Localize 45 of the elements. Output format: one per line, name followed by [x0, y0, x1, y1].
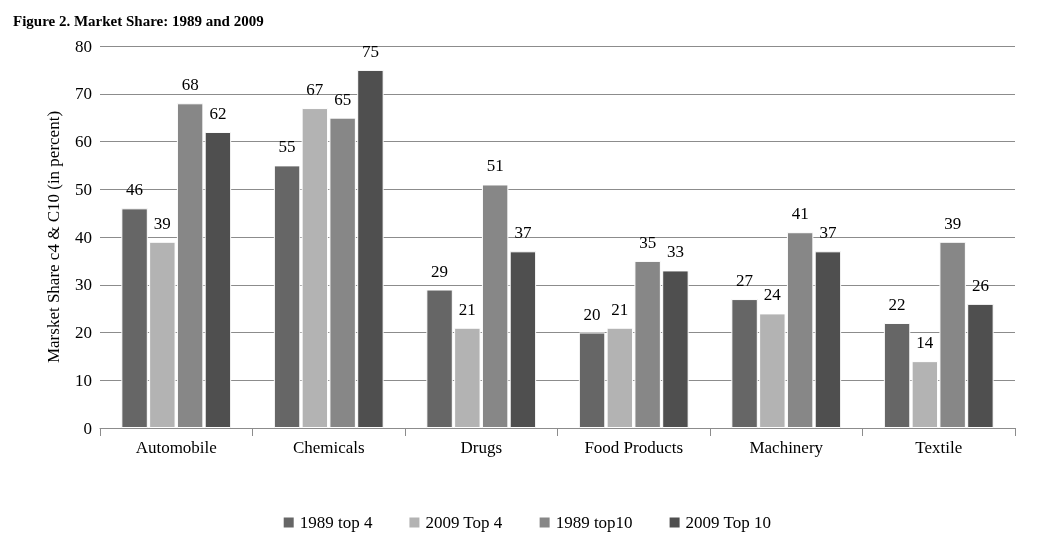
x-tick-label: Food Products: [584, 437, 684, 457]
data-label: 29: [431, 261, 449, 281]
data-label: 20: [583, 304, 601, 324]
data-label: 75: [361, 41, 379, 61]
x-tick-label: Chemicals: [292, 437, 365, 457]
data-label: 41: [791, 204, 809, 224]
x-tick-label: Textile: [915, 437, 963, 457]
x-tick-label: Drugs: [460, 437, 503, 457]
data-label: 37: [819, 223, 837, 243]
y-tick-label: 40: [75, 227, 92, 247]
y-tick-label: 30: [75, 275, 92, 295]
x-tick-label: Automobile: [135, 437, 217, 457]
data-label: 35: [639, 232, 657, 252]
data-label: 21: [458, 299, 476, 319]
x-tick-label: Machinery: [749, 437, 824, 457]
data-label: 39: [153, 213, 171, 233]
y-axis-title: Marsket Share c4 & C10 (in percent): [44, 110, 63, 364]
legend-label: 2009 Top 10: [685, 513, 771, 532]
data-label: 68: [181, 75, 199, 95]
data-label: 22: [888, 294, 906, 314]
data-label: 65: [334, 89, 352, 109]
data-label: 27: [736, 271, 754, 291]
data-label: 14: [916, 333, 934, 353]
y-tick-label: 70: [75, 84, 92, 104]
y-tick-label: 50: [75, 179, 92, 199]
legend-label: 2009 Top 4: [425, 513, 503, 532]
data-label: 39: [944, 213, 962, 233]
data-label: 21: [611, 299, 629, 319]
data-label: 33: [666, 242, 684, 262]
data-label: 46: [126, 180, 144, 200]
legend-label: 1989 top10: [555, 513, 633, 532]
y-tick-label: 80: [75, 36, 92, 56]
data-label: 62: [209, 103, 227, 123]
y-tick-label: 0: [83, 418, 92, 438]
data-label: 26: [971, 275, 989, 295]
legend-label: 1989 top 4: [299, 513, 373, 532]
chart-title: Figure 2. Market Share: 1989 and 2009: [13, 12, 264, 29]
data-label: 24: [763, 285, 782, 305]
data-label: 67: [306, 80, 324, 100]
y-tick-label: 60: [75, 132, 92, 151]
data-label: 55: [278, 137, 296, 157]
data-label: 37: [514, 223, 532, 243]
y-tick-label: 20: [75, 323, 92, 342]
y-tick-label: 10: [75, 370, 92, 390]
data-label: 51: [486, 156, 504, 176]
